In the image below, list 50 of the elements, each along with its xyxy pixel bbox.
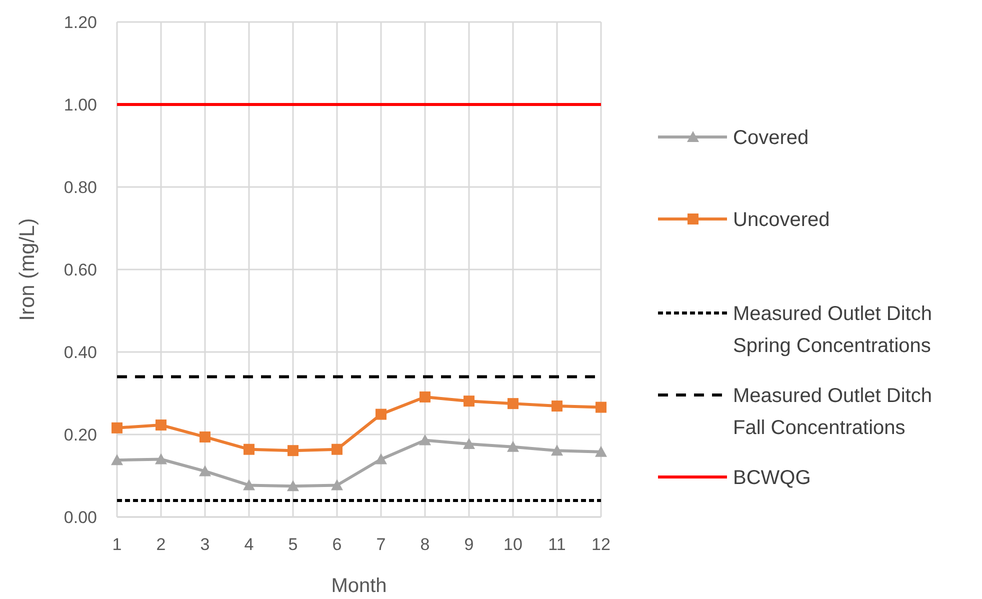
y-tick-label: 0.80 [64,178,97,197]
y-tick-label: 0.00 [64,508,97,527]
x-tick-label: 12 [592,535,610,554]
legend-label: BCWQG [733,467,811,489]
point [111,454,123,466]
x-tick-label: 9 [464,535,474,554]
y-tick-label: 0.60 [64,260,97,280]
legend-label: Uncovered [733,209,830,231]
point [420,391,430,402]
x-tick-label: 5 [288,535,298,554]
point [595,446,607,457]
point [112,422,122,434]
x-tick-label: 2 [156,535,166,554]
point [155,453,167,464]
x-tick-label: 8 [420,535,430,554]
x-tick-label: 7 [376,535,386,554]
point [463,438,475,449]
point [243,479,255,490]
y-axis-title: Iron (mg/L) [16,218,39,321]
x-tick-label: 6 [332,535,342,554]
point [332,444,342,455]
x-tick-label: 4 [244,535,254,554]
x-tick-label: 3 [200,535,210,554]
point [244,444,254,455]
point [596,402,606,413]
point [331,479,343,490]
y-tick-label: 1.20 [64,12,97,32]
point [200,431,210,442]
x-axis-title: Month [331,575,387,597]
y-tick-label: 0.20 [64,425,97,444]
legend-label: Measured Outlet Ditch Fall Concentrations [733,385,932,439]
x-tick-label: 10 [504,535,522,554]
point [507,440,519,452]
point [375,453,387,464]
y-tick-label: 1.00 [64,95,97,114]
legend-label: Measured Outlet Ditch Spring Concentrations [733,303,932,357]
point [199,465,211,476]
point [287,480,299,492]
point [376,408,386,420]
x-tick-label: 1 [112,535,122,554]
point [419,434,431,446]
point [464,396,474,407]
point [508,398,518,410]
x-tick-label: 11 [548,535,566,554]
point [551,444,563,456]
point [288,445,298,456]
point [552,400,562,412]
point [156,420,166,431]
legend-label: Covered [733,127,809,149]
y-tick-label: 0.40 [64,342,97,362]
